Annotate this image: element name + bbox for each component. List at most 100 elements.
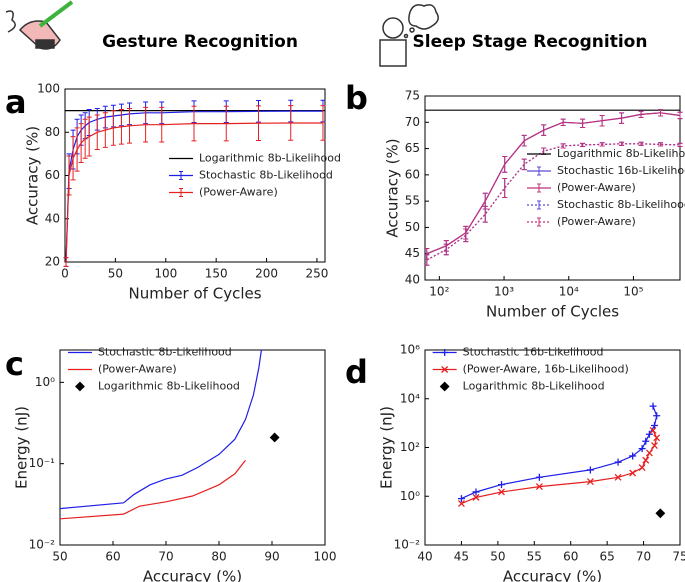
marker	[638, 464, 646, 472]
x-tick-label: 40	[417, 550, 432, 564]
sleep-icon	[379, 4, 439, 67]
legend-label: (Power-Aware)	[98, 363, 177, 376]
error-bar	[74, 127, 80, 172]
marker	[498, 488, 505, 496]
x-tick-label: 60	[105, 550, 120, 564]
x-tick-label: 75	[672, 550, 685, 564]
y-tick-label: 60	[45, 168, 60, 182]
legend-label: (Power-Aware)	[557, 215, 636, 228]
y-tick-label: 80	[45, 125, 60, 139]
marker	[614, 473, 622, 481]
marker	[653, 412, 661, 420]
y-tick-label: 10⁰	[35, 375, 55, 389]
marker	[586, 478, 594, 486]
y-tick-label: 45	[405, 246, 420, 260]
error-bar	[677, 111, 683, 120]
x-tick-label: 10⁵	[623, 285, 643, 299]
x-tick-label: 100	[314, 550, 337, 564]
legend-label: Stochastic 8b-Likelihood	[199, 169, 333, 182]
x-tick-label: 50	[108, 267, 123, 281]
marker	[642, 437, 650, 445]
y-tick-label: 70	[405, 115, 420, 129]
error-bar	[443, 243, 449, 256]
legend-errorbar	[537, 200, 541, 210]
series-line	[461, 430, 658, 505]
marker	[629, 469, 637, 477]
error-bar	[521, 134, 527, 147]
legend-marker	[441, 349, 449, 356]
y-tick-label: 10⁻¹	[29, 456, 56, 470]
x-tick-label: 0	[61, 267, 69, 281]
legend-marker	[439, 381, 450, 392]
error-bar	[63, 257, 69, 267]
marker	[457, 500, 465, 508]
y-tick-label: 40	[45, 211, 60, 225]
x-tick-label: 45	[454, 550, 469, 564]
error-bar	[599, 142, 605, 147]
error-bar	[86, 116, 92, 157]
legend-errorbar	[179, 171, 183, 180]
legend-errorbar	[179, 188, 183, 197]
x-tick-label: 70	[158, 550, 173, 564]
error-bar	[560, 118, 566, 126]
right-title: Sleep Stage Recognition	[413, 32, 648, 52]
legend-label: Stochastic 8b-Likelihood	[98, 346, 232, 359]
error-bar	[110, 110, 116, 146]
x-tick-label: 150	[205, 267, 228, 281]
series-line	[426, 112, 681, 255]
error-bar	[78, 123, 84, 164]
marker	[269, 432, 280, 443]
legend-marker	[441, 366, 449, 373]
series-line	[65, 122, 323, 263]
gesture-icon	[5, 0, 74, 50]
error-bar	[143, 106, 149, 143]
x-tick-label: 50	[490, 550, 505, 564]
x-tick-label: 50	[52, 550, 67, 564]
error-bar	[118, 109, 124, 145]
x-tick-label: 65	[600, 550, 615, 564]
x-axis-label: Number of Cycles	[128, 285, 261, 303]
marker	[645, 430, 653, 438]
y-tick-label: 50	[405, 220, 420, 234]
panel-letter: c	[5, 345, 24, 383]
error-bar	[560, 143, 566, 149]
plot-frame	[59, 349, 326, 546]
y-axis-label: Energy (nJ)	[378, 406, 396, 489]
error-bar	[255, 105, 261, 141]
x-tick-label: 80	[211, 550, 226, 564]
error-bar	[677, 142, 683, 147]
series-line	[59, 349, 262, 510]
y-tick-label: 10⁶	[400, 343, 420, 357]
y-tick-label: 60	[405, 167, 420, 181]
legend-label: Logarithmic 8b-Likelihood	[98, 380, 240, 393]
x-tick-label: 100	[154, 267, 177, 281]
error-bar	[463, 228, 469, 243]
marker	[651, 421, 658, 429]
x-axis-label: Accuracy (%)	[503, 568, 602, 582]
error-bar	[288, 105, 294, 141]
x-tick-label: 60	[563, 550, 578, 564]
x-tick-label: 10⁴	[559, 285, 579, 299]
y-axis-label: Accuracy (%)	[24, 126, 42, 225]
series-line	[65, 110, 323, 263]
error-bar	[66, 155, 72, 196]
x-tick-label: 55	[527, 550, 542, 564]
marker	[651, 442, 658, 450]
error-bar	[580, 142, 586, 147]
legend-label: Logarithmic 8b-Likelihood	[557, 147, 685, 160]
error-bar	[619, 141, 625, 146]
panel: d 40 45 50 55 60 65 70 75 10⁻² 10⁰ 10² 10⁴ 10⁶ Accurac…	[345, 343, 685, 582]
legend-label: (Power-Aware)	[557, 181, 636, 194]
legend-label: Logarithmic 8b-Likelihood	[199, 152, 341, 165]
marker	[642, 456, 650, 464]
series-line	[426, 112, 681, 255]
marker	[472, 488, 480, 496]
error-bar	[94, 114, 100, 151]
legend-label: Stochastic 16b-Likelihood	[463, 346, 604, 359]
legend-label: (Power-Aware, 16b-Likelihood)	[463, 363, 629, 376]
panel-letter: b	[345, 79, 368, 117]
error-bar	[521, 158, 527, 171]
marker	[586, 466, 594, 474]
panel: b 10² 10³ 10⁴ 10⁵ 40 45 50 55 60 65 70 75 Number of C…	[345, 79, 685, 321]
error-bar	[102, 112, 108, 148]
